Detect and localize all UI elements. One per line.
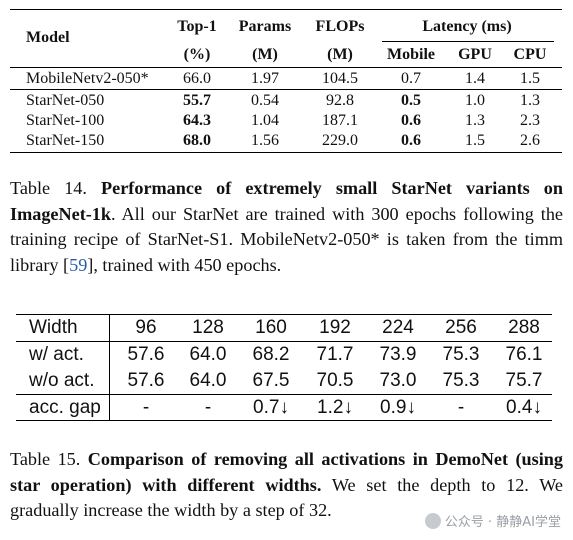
cell-mobile: 0.7: [401, 70, 421, 87]
cell-params: 1.04: [251, 112, 279, 129]
cell-top1: 55.7: [183, 92, 211, 109]
col-header-224: 224: [382, 317, 414, 338]
col-header-192: 192: [319, 317, 351, 338]
table14-caption: Table 14. Performance of extremely small…: [10, 176, 563, 278]
cell-model: StarNet-150: [26, 132, 105, 149]
cell-value: 64.0: [189, 370, 227, 391]
cell-mobile: 0.5: [401, 92, 421, 109]
col-header-params-unit: (M): [252, 46, 278, 63]
col-header-gpu: GPU: [458, 46, 492, 63]
row-label: acc. gap: [29, 397, 101, 418]
cell-flops: 92.8: [326, 92, 354, 109]
cell-gpu: 1.4: [465, 70, 485, 87]
watermark: 公众号 · 静静AI学堂: [424, 511, 561, 530]
cell-model: StarNet-050: [26, 92, 105, 109]
latency-underline: [382, 41, 554, 42]
cell-value: -: [204, 397, 212, 418]
cell-mobile: 0.6: [401, 132, 421, 149]
cell-params: 1.56: [251, 132, 279, 149]
cell-gpu: 1.3: [465, 112, 485, 129]
col-header-96: 96: [135, 317, 157, 338]
table15-caption: Table 15. Comparison of removing all act…: [10, 447, 563, 524]
col-header-288: 288: [508, 317, 540, 338]
cell-value: 67.5: [252, 370, 290, 391]
cell-value: 70.5: [316, 370, 354, 391]
cell-cpu: 2.6: [520, 132, 540, 149]
cell-top1: 68.0: [183, 132, 211, 149]
watermark-text: 公众号 · 静静AI学堂: [444, 515, 561, 530]
bottom-rule: [16, 420, 552, 422]
cell-value: 57.6: [127, 370, 165, 391]
caption-bold-title: Performance of extremely small StarNet v…: [10, 178, 563, 224]
caption-text: We set the depth to 12. We gradually inc…: [10, 474, 564, 521]
cell-cpu: 2.3: [520, 112, 540, 129]
cell-value: 57.6: [127, 344, 165, 365]
cell-value: 68.2: [252, 344, 290, 365]
col-header-model: Model: [26, 29, 70, 46]
cell-value: -: [142, 397, 150, 418]
caption-text: . All our StarNet are trained with 300 e…: [10, 203, 563, 275]
cell-params: 1.97: [251, 70, 279, 87]
cell-cpu: 1.5: [520, 70, 540, 87]
cell-gpu: 1.5: [465, 132, 485, 149]
cell-flops: 104.5: [322, 70, 358, 87]
col-header-top1: Top-1: [177, 18, 217, 35]
cell-mobile: 0.6: [401, 112, 421, 129]
caption-text-end: ], trained with 450 epochs.: [87, 254, 282, 275]
column-divider: [109, 315, 110, 420]
cell-value: 71.7: [316, 344, 354, 365]
cell-value: 76.1: [505, 344, 543, 365]
cell-model: StarNet-100: [26, 112, 105, 129]
cell-value: 75.3: [442, 370, 480, 391]
wechat-icon: [424, 512, 441, 529]
cell-value: 73.9: [379, 344, 417, 365]
cell-value: 64.0: [189, 344, 227, 365]
top-rule: [10, 9, 562, 11]
top-rule: [16, 314, 552, 316]
cell-flops: 229.0: [322, 132, 358, 149]
col-header-160: 160: [255, 317, 287, 338]
header-rule: [10, 67, 562, 68]
cell-value: 75.3: [442, 344, 480, 365]
col-header-cpu: CPU: [513, 46, 547, 63]
cell-flops: 187.1: [322, 112, 358, 129]
cell-value: 73.0: [379, 370, 417, 391]
cell-value: -: [457, 397, 465, 418]
cell-value: 0.9↓: [380, 397, 416, 418]
cell-value: 1.2↓: [317, 397, 353, 418]
cell-top1: 66.0: [183, 70, 211, 87]
caption-bold-title: Comparison of removing all activations i…: [10, 449, 563, 495]
citation-link[interactable]: 59: [69, 254, 88, 275]
caption-label: Table 15.: [10, 449, 81, 469]
cell-top1: 64.3: [183, 112, 211, 129]
cell-gpu: 1.0: [465, 92, 485, 109]
col-header-params: Params: [238, 18, 292, 35]
col-header-flops-unit: (M): [327, 46, 353, 63]
row-rule: [10, 89, 562, 90]
col-header-128: 128: [192, 317, 224, 338]
col-header-256: 256: [445, 317, 477, 338]
cell-value: 0.7↓: [253, 397, 289, 418]
row-rule: [16, 394, 552, 395]
col-header-mobile: Mobile: [387, 46, 435, 63]
col-header-width: Width: [29, 317, 78, 338]
row-label: w/ act.: [29, 344, 84, 365]
cell-value: 0.4↓: [506, 397, 542, 418]
cell-value: 75.7: [505, 370, 543, 391]
bottom-rule: [10, 152, 562, 154]
col-header-top1-unit: (%): [183, 46, 211, 63]
row-label: w/o act.: [29, 370, 95, 391]
header-rule: [16, 341, 552, 342]
cell-params: 0.54: [251, 92, 279, 109]
col-header-flops: FLOPs: [315, 18, 365, 35]
cell-model: MobileNetv2-050*: [26, 70, 149, 87]
caption-label: Table 14.: [10, 178, 87, 198]
cell-cpu: 1.3: [520, 92, 540, 109]
col-header-latency: Latency (ms): [422, 18, 512, 35]
